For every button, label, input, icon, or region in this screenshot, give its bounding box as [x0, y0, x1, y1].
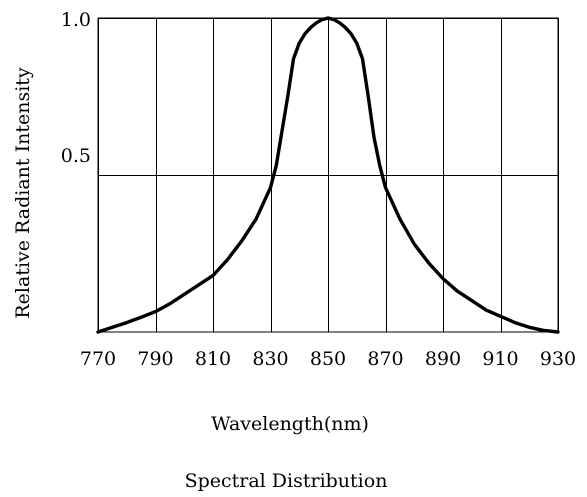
x-tick-label-790: 790 — [137, 348, 173, 370]
x-tick-label-810: 810 — [195, 348, 231, 370]
chart-caption: Spectral Distribution — [185, 470, 388, 492]
x-tick-label-850: 850 — [310, 348, 346, 370]
y-axis-title: Relative Radiant Intensity — [12, 67, 34, 319]
x-axis-title: Wavelength(nm) — [211, 413, 369, 435]
x-tick-labels: 770 790 810 830 850 870 890 910 930 — [80, 348, 576, 370]
x-tick-label-870: 870 — [367, 348, 403, 370]
x-tick-label-770: 770 — [80, 348, 116, 370]
y-tick-label-0-5: 0.5 — [61, 145, 91, 167]
y-tick-label-1: 1.0 — [61, 9, 91, 31]
x-tick-label-930: 930 — [540, 348, 576, 370]
x-tick-label-910: 910 — [482, 348, 518, 370]
spectral-curve — [96, 16, 560, 334]
x-tick-label-890: 890 — [425, 348, 461, 370]
grid — [98, 18, 559, 332]
y-tick-labels: 0.5 1.0 — [61, 9, 91, 167]
x-tick-label-830: 830 — [252, 348, 288, 370]
